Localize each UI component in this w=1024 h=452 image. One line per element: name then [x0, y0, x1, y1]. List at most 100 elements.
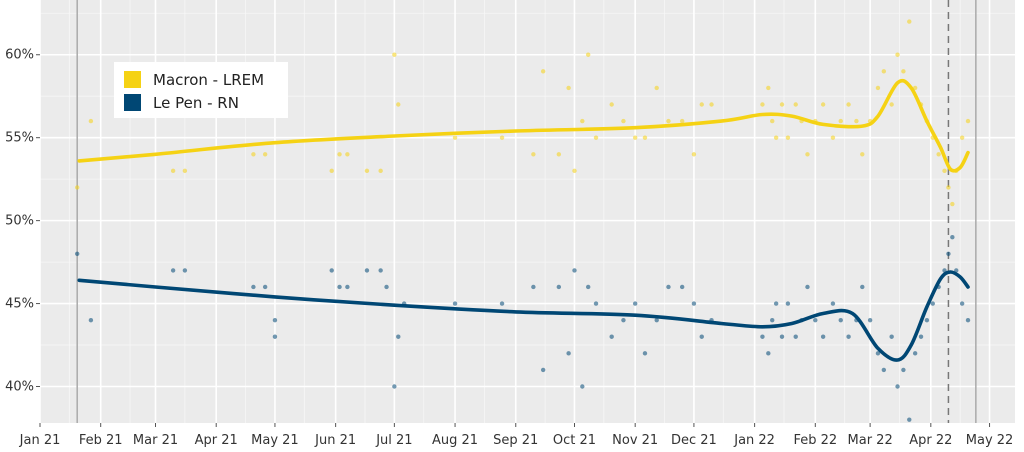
macron-poll-point [329, 168, 334, 174]
lepen-poll-point [531, 284, 536, 290]
lepen-poll-point [679, 284, 685, 290]
lepen-poll-point [946, 251, 951, 256]
legend-box [114, 62, 288, 118]
macron-poll-point [875, 85, 881, 91]
macron-poll-point [779, 102, 785, 107]
lepen-poll-point [779, 334, 785, 339]
macron-poll-point [793, 102, 798, 107]
lepen-poll-point [846, 334, 851, 339]
macron-poll-point [74, 185, 80, 190]
x-tick-label: Apr 21 [195, 433, 238, 448]
lepen-poll-point [396, 334, 401, 339]
lepen-poll-point [867, 317, 873, 323]
lepen-poll-point [262, 284, 268, 290]
lepen-poll-point [621, 317, 626, 323]
x-tick-label: Jul 21 [375, 433, 412, 448]
macron-poll-point [773, 135, 779, 140]
x-tick-label: Jun 21 [314, 433, 356, 448]
macron-poll-point [396, 102, 401, 107]
lepen-poll-point [337, 284, 342, 290]
lepen-poll-point [830, 301, 836, 306]
macron-poll-point [805, 152, 810, 157]
lepen-poll-point [959, 301, 965, 306]
y-tick-label: 40% [5, 380, 34, 395]
lepen-poll-point [364, 268, 370, 273]
lepen-poll-point [785, 301, 791, 306]
macron-poll-point [959, 135, 965, 140]
lepen-poll-point [572, 268, 577, 273]
x-tick-label: May 21 [251, 433, 299, 448]
macron-poll-point [392, 52, 397, 57]
macron-poll-point [679, 118, 685, 124]
macron-poll-point [838, 118, 843, 124]
lepen-poll-point [820, 334, 826, 339]
macron-poll-point [699, 102, 704, 107]
lepen-poll-point [609, 334, 614, 339]
lepen-poll-point [907, 417, 912, 422]
macron-poll-point [854, 118, 859, 124]
lepen-poll-point [924, 317, 930, 323]
lepen-poll-point [585, 284, 591, 290]
lepen-poll-point [860, 284, 865, 290]
macron-poll-point [965, 118, 971, 124]
lepen-poll-point [272, 334, 278, 339]
y-axis: 40% 45% 50% 55% 60% [5, 48, 40, 395]
lepen-poll-point [593, 301, 599, 306]
x-tick-label: May 22 [966, 433, 1014, 448]
reference-lines [76, 0, 977, 423]
x-tick-label: Mar 21 [133, 433, 178, 448]
lepen-poll-point [556, 284, 562, 290]
lepen-poll-point [384, 284, 389, 290]
macron-poll-point [942, 168, 947, 174]
lepen-poll-point [632, 301, 638, 306]
macron-poll-point [585, 52, 591, 57]
lepen-poll-point [566, 351, 571, 356]
x-tick-label: Oct 21 [553, 433, 596, 448]
legend-key-macron [124, 71, 141, 88]
lepen-poll-point [766, 351, 771, 356]
macron-poll-point [364, 168, 370, 174]
x-tick-label: Mar 22 [848, 433, 893, 448]
lepen-poll-point [642, 351, 648, 356]
lepen-poll-point [499, 301, 505, 306]
lepen-poll-point [691, 301, 697, 306]
y-tick-label: 55% [5, 131, 34, 146]
macron-poll-point [901, 69, 906, 74]
lepen-poll-point [699, 334, 704, 339]
macron-poll-point [830, 135, 836, 140]
macron-poll-point [572, 168, 577, 174]
x-tick-label: Feb 21 [79, 433, 123, 448]
x-tick-label: Dec 21 [671, 433, 717, 448]
lepen-poll-point [881, 367, 887, 373]
lepen-poll-point [770, 317, 775, 323]
lepen-poll-point [912, 351, 918, 356]
macron-poll-point [182, 168, 188, 174]
lepen-poll-point [773, 301, 779, 306]
lepen-poll-point [805, 284, 810, 290]
macron-poll-point [531, 152, 536, 157]
macron-poll-point [621, 118, 626, 124]
x-tick-label: Jan 22 [733, 433, 775, 448]
macron-poll-point [889, 102, 894, 107]
macron-poll-point [770, 118, 775, 124]
lepen-poll-point [813, 317, 818, 323]
lepen-poll-point [74, 251, 80, 256]
lepen-poll-point [452, 301, 458, 306]
macron-poll-point [760, 102, 765, 107]
lepen-poll-point [378, 268, 383, 273]
macron-poll-point [907, 19, 912, 24]
macron-poll-point [251, 152, 256, 157]
macron-poll-point [936, 152, 941, 157]
lepen-poll-point [170, 268, 176, 273]
lepen-poll-point [392, 384, 397, 389]
x-tick-label: Nov 21 [612, 433, 658, 448]
macron-poll-point [946, 185, 951, 190]
lepen-poll-point [918, 334, 924, 339]
macron-poll-point [566, 85, 571, 91]
macron-poll-point [846, 102, 851, 107]
x-tick-label: Aug 21 [432, 433, 478, 448]
macron-poll-point [766, 85, 771, 91]
lepen-poll-point [251, 284, 256, 290]
macron-poll-point [170, 168, 176, 174]
lepen-poll-point [760, 334, 765, 339]
